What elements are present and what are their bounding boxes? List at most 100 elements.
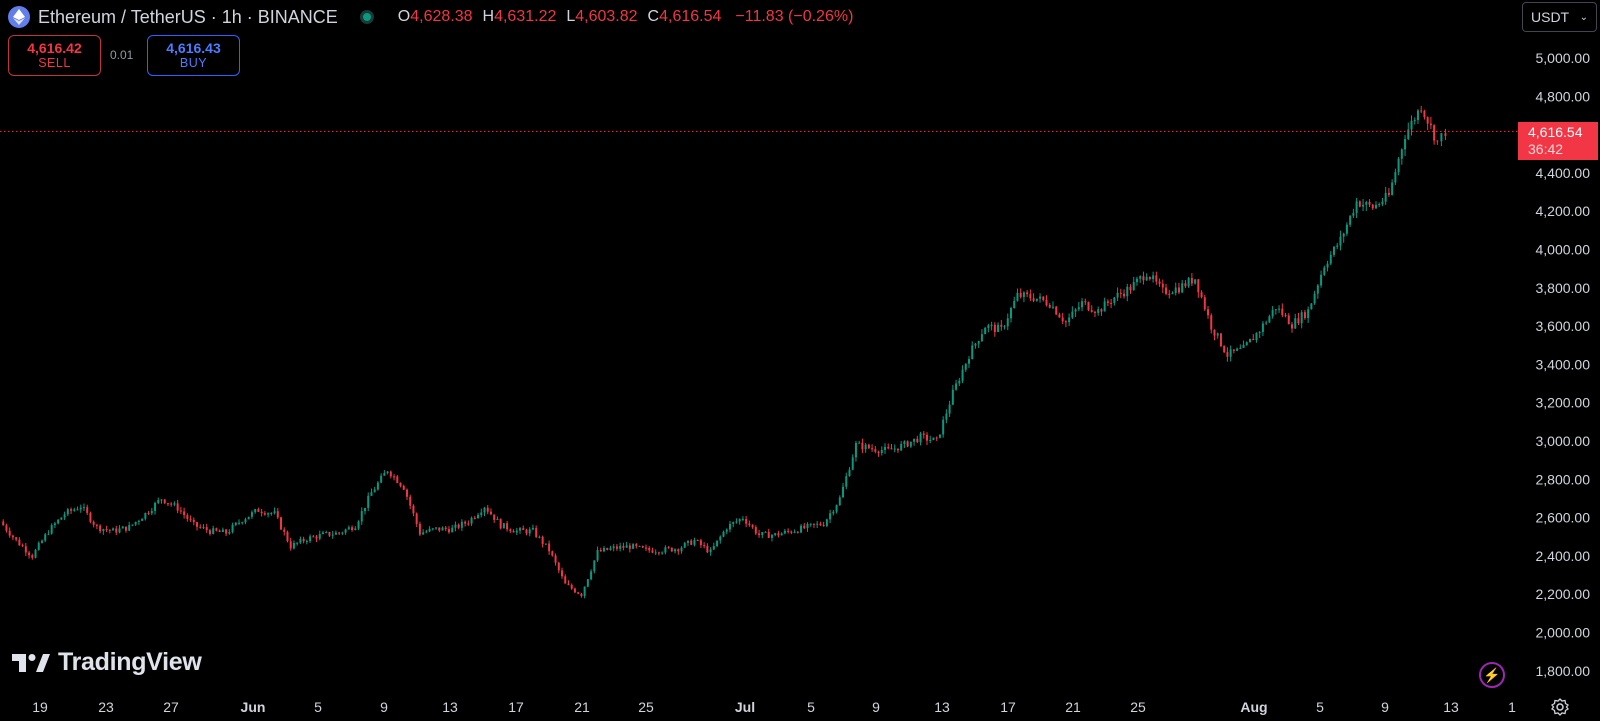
candle-body [942, 419, 945, 435]
candle-body [974, 343, 977, 346]
candle-body [1174, 287, 1177, 294]
candle-body [1213, 329, 1216, 336]
candle-body [428, 528, 431, 532]
candle-body [512, 531, 515, 533]
candle-body [60, 517, 63, 520]
candle-body [1339, 236, 1342, 246]
candle-body [829, 513, 832, 520]
candle-body [273, 511, 276, 514]
candle-body [1135, 278, 1138, 283]
x-tick-label: 9 [1381, 699, 1389, 715]
candle-body [725, 529, 728, 532]
candle-body [1119, 292, 1122, 294]
candle-body [1022, 292, 1025, 297]
candle-body [1142, 276, 1145, 281]
candle-body [53, 523, 56, 526]
candle-body [438, 527, 441, 531]
settings-gear-icon[interactable] [1550, 697, 1570, 717]
candle-body [774, 533, 777, 536]
candle-body [586, 579, 589, 587]
candle-body [544, 543, 547, 545]
candle-body [1423, 110, 1426, 118]
y-tick-label: 3,200.00 [1536, 395, 1591, 411]
candle-body [1148, 277, 1151, 280]
candle-body [270, 513, 273, 515]
candle-body [254, 509, 257, 513]
candle-body [144, 512, 147, 519]
candle-body [380, 475, 383, 483]
candle-body [538, 536, 541, 538]
candle-body [993, 324, 996, 332]
candle-body [179, 510, 182, 512]
candle-body [241, 522, 244, 524]
candle-body [247, 516, 250, 520]
y-tick-label: 3,000.00 [1536, 433, 1591, 449]
x-tick-label: 1 [1508, 699, 1516, 715]
y-tick-label: 3,600.00 [1536, 318, 1591, 334]
candle-body [1310, 303, 1313, 310]
candle-body [635, 544, 638, 547]
candle-body [984, 327, 987, 335]
candle-body [1329, 254, 1332, 264]
candle-body [63, 514, 66, 518]
candle-body [92, 521, 95, 525]
candle-body [493, 514, 496, 521]
buy-button[interactable]: 4,616.43 BUY [147, 35, 240, 76]
x-tick-label: 21 [574, 699, 590, 715]
candle-body [787, 530, 790, 532]
candle-body [2, 521, 5, 526]
candle-body [1387, 192, 1390, 195]
candle-body [519, 528, 522, 531]
candle-body [154, 502, 157, 511]
candle-body [709, 549, 712, 553]
x-tick-label: 9 [380, 699, 388, 715]
candle-body [480, 512, 483, 515]
candle-body [664, 547, 667, 553]
candle-body [263, 513, 266, 515]
tradingview-logo[interactable]: TradingView [12, 648, 202, 677]
candle-body [1368, 202, 1371, 205]
sell-button[interactable]: 4,616.42 SELL [8, 35, 101, 76]
candle-body [1194, 279, 1197, 284]
candle-body [131, 524, 134, 526]
candle-body [628, 545, 631, 549]
candle-body [877, 451, 880, 454]
candle-body [506, 523, 509, 530]
candle-body [935, 437, 938, 439]
candle-body [603, 548, 606, 552]
candle-body [1278, 308, 1281, 310]
candle-body [1100, 309, 1103, 312]
candle-body [99, 525, 102, 532]
candle-body [57, 519, 60, 524]
candle-body [948, 404, 951, 414]
candle-body [531, 528, 534, 530]
symbol-title[interactable]: Ethereum / TetherUS · 1h · BINANCE [38, 6, 338, 27]
candle-body [267, 513, 270, 515]
candle-body [1132, 282, 1135, 291]
candle-body [686, 540, 689, 543]
candle-body [325, 531, 328, 533]
candle-body [396, 476, 399, 483]
candle-body [328, 531, 331, 536]
lightning-icon[interactable]: ⚡ [1479, 662, 1505, 688]
candle-body [893, 448, 896, 450]
candle-body [18, 539, 21, 546]
candle-body [186, 515, 189, 519]
candle-body [645, 547, 647, 549]
candle-body [238, 522, 241, 524]
candle-body [447, 529, 450, 533]
candle-body [1358, 201, 1361, 207]
market-status-icon[interactable] [359, 10, 374, 24]
candle-body [913, 438, 916, 442]
currency-select[interactable]: USDT ⌄ [1522, 2, 1597, 32]
candle-body [851, 457, 854, 470]
candle-body [1039, 296, 1042, 299]
candle-body [612, 546, 615, 549]
x-tick-label: 9 [872, 699, 880, 715]
candle-body [1161, 283, 1164, 288]
candle-body [173, 503, 176, 505]
candle-body [1349, 215, 1352, 225]
candle-body [1300, 312, 1303, 324]
candle-body [554, 555, 557, 563]
